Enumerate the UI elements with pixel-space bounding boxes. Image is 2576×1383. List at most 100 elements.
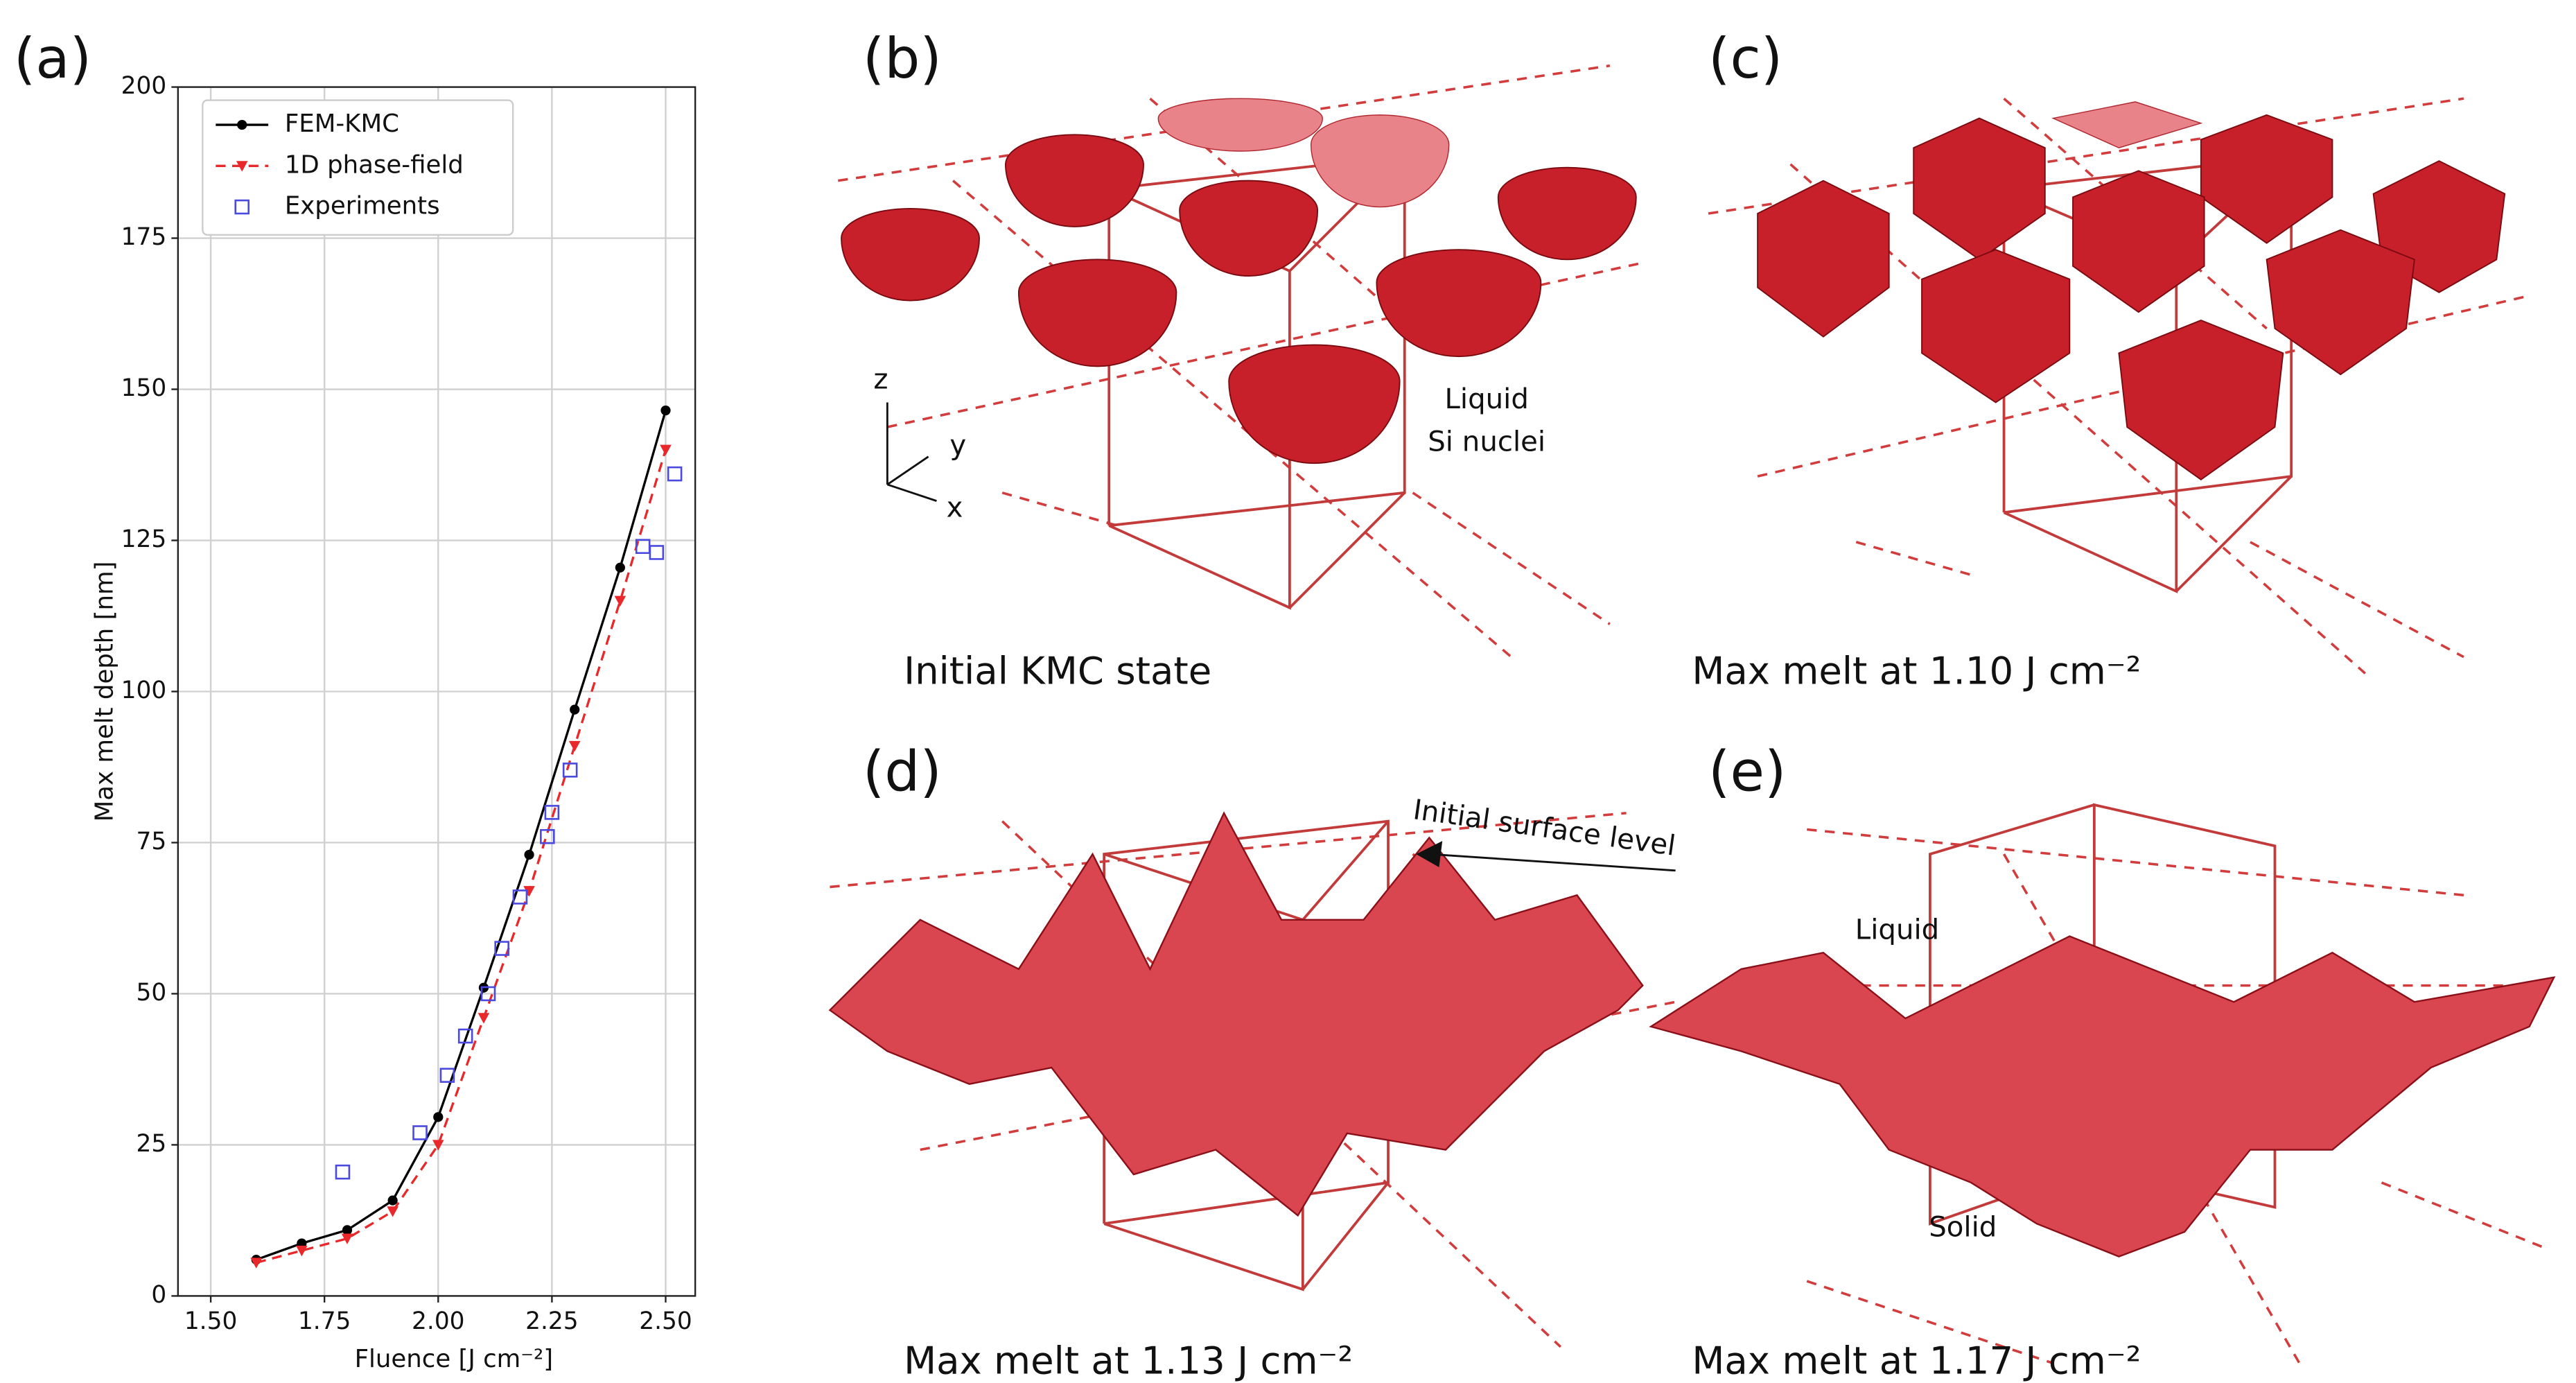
legend-marker xyxy=(236,161,248,172)
panel-caption: Max melt at 1.13 J cm⁻² xyxy=(904,1339,1353,1383)
y-tick-label: 100 xyxy=(121,677,167,704)
melt-surface xyxy=(828,811,1644,1217)
y-tick-label: 200 xyxy=(121,72,167,100)
annotation-arrow xyxy=(1429,853,1676,872)
annotation: Si nuclei xyxy=(1428,426,1545,458)
point xyxy=(335,1164,351,1180)
nucleus xyxy=(2266,229,2415,376)
legend-marker xyxy=(234,199,249,215)
melt-surface xyxy=(1649,935,2556,1258)
point xyxy=(614,595,627,607)
arrow-head xyxy=(1416,841,1443,868)
nucleus xyxy=(1310,114,1450,208)
y-tick-label: 175 xyxy=(121,223,167,251)
axis-name: z xyxy=(873,364,888,396)
nucleus xyxy=(1005,134,1144,227)
panel-e: (e) Liquid Solid Max melt at 1.17 J cm⁻² xyxy=(1649,738,2556,1383)
point xyxy=(540,828,555,844)
point xyxy=(615,562,625,573)
panel-label: (d) xyxy=(863,738,942,803)
point xyxy=(512,889,528,905)
point xyxy=(480,986,496,1002)
panel-caption: Max melt at 1.17 J cm⁻² xyxy=(1692,1339,2141,1383)
legend-box xyxy=(202,99,514,236)
annotation: Liquid xyxy=(1444,383,1528,415)
legend-label: Experiments xyxy=(285,192,440,220)
point xyxy=(412,1125,428,1140)
annotation: Liquid xyxy=(1855,914,1939,946)
nucleus xyxy=(1497,166,1637,261)
chart: 0 25 50 75 100 125 150 175 200 1.50 1.75 2.00 2.25 2.… xyxy=(121,72,696,1335)
panel-caption: Max melt at 1.10 J cm⁻² xyxy=(1692,649,2141,693)
axis-name: y xyxy=(949,429,966,461)
nucleus xyxy=(1017,259,1177,367)
panel-label: (c) xyxy=(1708,26,1782,91)
panel-caption: Initial KMC state xyxy=(904,649,1211,693)
point xyxy=(341,1233,353,1244)
panel-b: (b) Liquid Si nuclei z y x Initial KMC s… xyxy=(838,26,1643,693)
point xyxy=(562,763,578,778)
nucleus xyxy=(1157,98,1323,152)
axis-name: x xyxy=(947,492,963,524)
point xyxy=(667,466,683,482)
point xyxy=(568,740,581,752)
point xyxy=(342,1225,353,1235)
plot-frame xyxy=(177,86,696,1297)
point xyxy=(494,941,509,956)
point xyxy=(439,1068,455,1083)
y-tick-label: 50 xyxy=(137,979,167,1007)
nucleus xyxy=(2072,170,2205,313)
point xyxy=(433,1112,444,1122)
point xyxy=(477,1013,490,1024)
annotation: Solid xyxy=(1929,1211,1997,1243)
x-axis-label: Fluence [J cm⁻²] xyxy=(355,1345,554,1373)
point xyxy=(660,405,671,416)
y-tick-label: 0 xyxy=(151,1281,166,1309)
nucleus xyxy=(1376,249,1542,358)
y-tick-label: 125 xyxy=(121,525,167,553)
point xyxy=(387,1206,398,1217)
x-tick-label: 1.50 xyxy=(184,1307,237,1335)
y-axis-label: Max melt depth [nm] xyxy=(91,562,119,822)
series-line xyxy=(256,449,667,1264)
panel-label: (b) xyxy=(863,26,942,91)
point xyxy=(544,805,560,820)
legend-label: FEM-KMC xyxy=(285,110,399,138)
panel-label: (e) xyxy=(1708,738,1786,803)
point xyxy=(523,886,535,897)
legend-marker xyxy=(237,119,247,130)
panel-label: (a) xyxy=(14,26,91,91)
y-tick-label: 25 xyxy=(137,1130,167,1158)
axis-triad xyxy=(886,402,937,503)
dashed-guide xyxy=(838,64,1643,659)
point xyxy=(457,1028,473,1044)
point xyxy=(570,704,580,715)
legend-label: 1D phase-field xyxy=(285,150,464,179)
point xyxy=(649,545,665,560)
nucleus xyxy=(1921,249,2071,403)
annotation: Initial surface level xyxy=(1411,794,1677,862)
point xyxy=(660,444,672,456)
panel-c: (c) Max melt at 1.10 J cm⁻² xyxy=(1692,26,2530,693)
x-tick-label: 1.75 xyxy=(298,1307,351,1335)
point xyxy=(524,849,534,860)
dashed-guide xyxy=(1708,97,2530,675)
nucleus xyxy=(1179,180,1319,277)
x-tick-label: 2.50 xyxy=(639,1307,692,1335)
panel-d: (d) Initial surface level Max melt at 1.… xyxy=(828,738,1678,1383)
series-line xyxy=(256,410,667,1261)
nucleus xyxy=(1757,180,1890,338)
nucleus xyxy=(1228,344,1401,464)
point xyxy=(296,1245,308,1257)
nucleus xyxy=(2200,114,2333,244)
nucleus xyxy=(2051,101,2203,148)
nucleus xyxy=(1913,117,2046,261)
y-tick-label: 150 xyxy=(121,374,167,402)
y-tick-label: 75 xyxy=(137,828,167,855)
x-tick-label: 2.00 xyxy=(412,1307,464,1335)
point xyxy=(387,1195,398,1206)
point xyxy=(432,1140,444,1151)
point xyxy=(250,1258,263,1269)
